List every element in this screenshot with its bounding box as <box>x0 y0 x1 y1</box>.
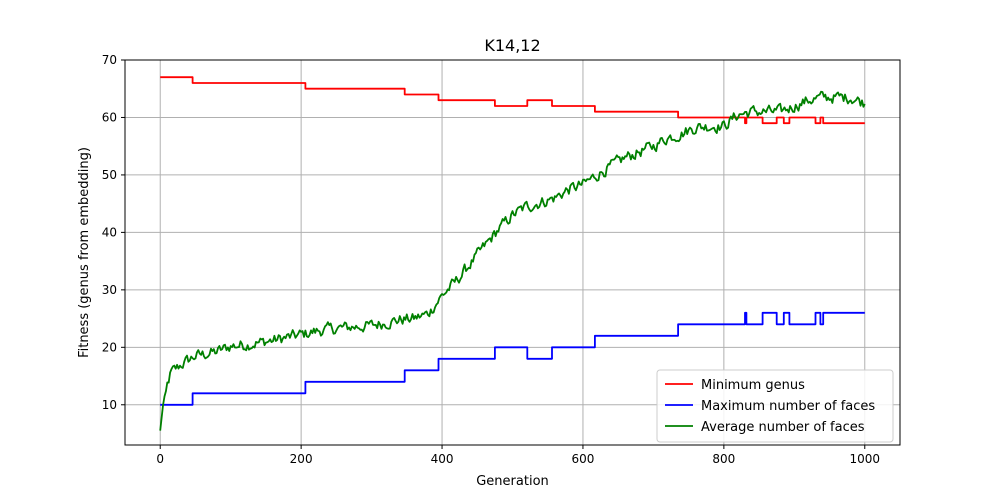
x-tick-label: 200 <box>290 452 313 466</box>
series-lines <box>159 76 866 431</box>
legend-label: Average number of faces <box>701 420 865 435</box>
y-tick-label: 60 <box>102 110 117 124</box>
legend-box <box>656 369 894 443</box>
y-tick-label: 70 <box>102 53 117 67</box>
y-tick-label: 20 <box>102 340 117 354</box>
x-tick-label: 1000 <box>849 452 880 466</box>
chart-title: K14,12 <box>484 36 540 55</box>
series-line-maximum-number-of-faces <box>160 311 865 406</box>
x-axis-label: Generation <box>476 474 549 489</box>
x-tick-label: 800 <box>712 452 735 466</box>
x-tick-label: 0 <box>156 452 164 466</box>
series-line-average-number-of-faces <box>159 90 866 431</box>
y-axis-label: Fitness (genus from embedding) <box>77 147 92 358</box>
x-tick-label: 600 <box>572 452 595 466</box>
legend-label: Minimum genus <box>701 378 805 393</box>
axis-ticks: 0 200 400 600 800 1000 10 20 30 40 50 60 70 <box>102 53 880 466</box>
plot-frame <box>124 59 901 446</box>
legend: Minimum genus Maximum number of faces Aver… <box>656 369 894 443</box>
y-tick-label: 50 <box>102 168 117 182</box>
y-tick-label: 30 <box>102 283 117 297</box>
y-tick-label: 10 <box>102 398 117 412</box>
x-tick-label: 400 <box>431 452 454 466</box>
legend-label: Maximum number of faces <box>701 399 875 414</box>
series-line-minimum-genus <box>160 76 865 125</box>
y-tick-label: 40 <box>102 225 117 239</box>
